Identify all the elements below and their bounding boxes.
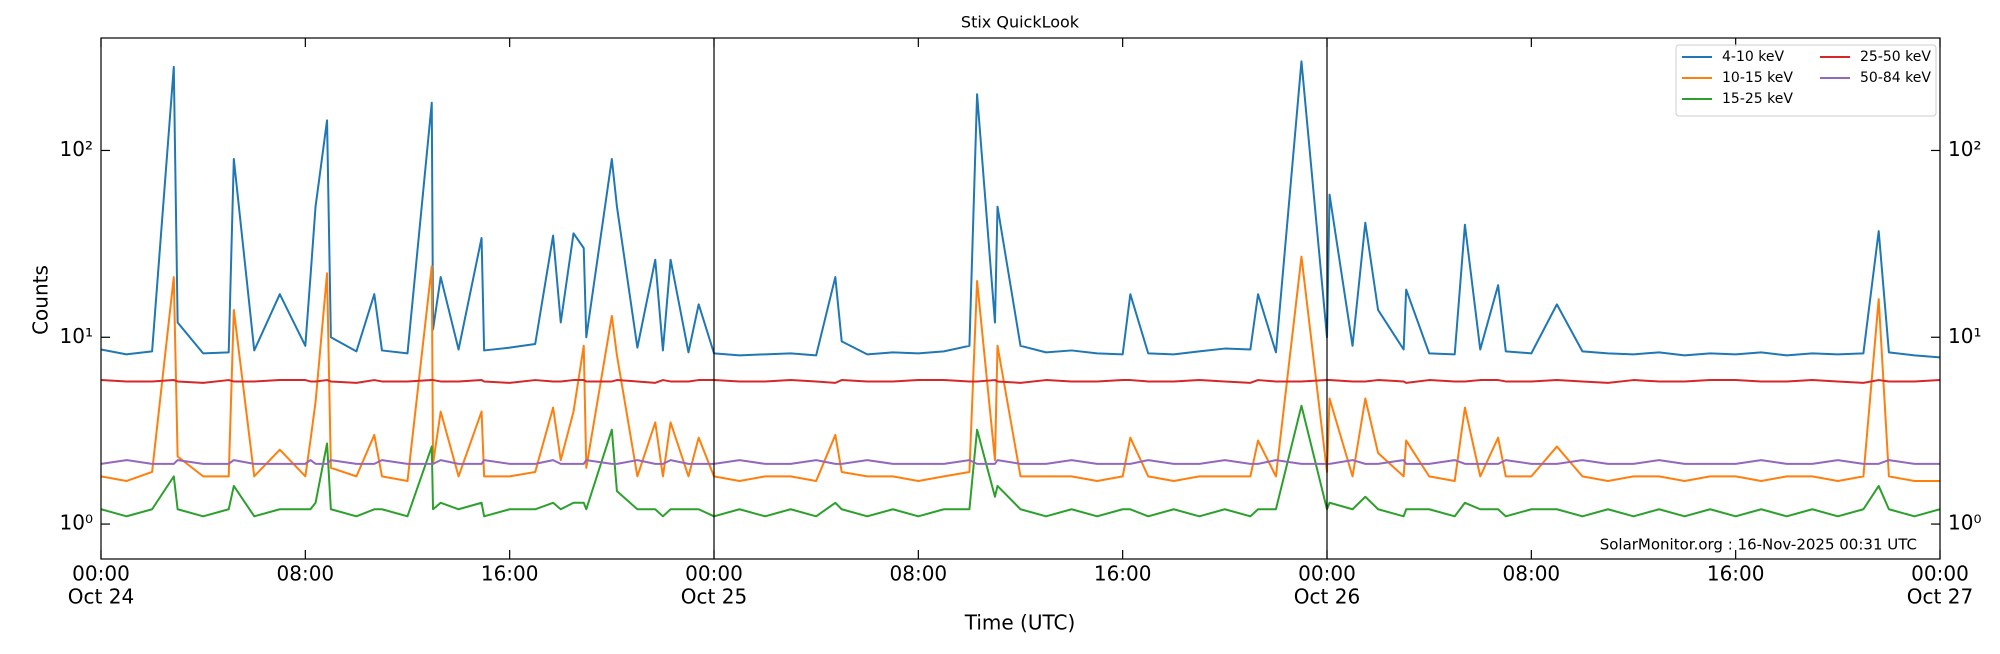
chart-title: Stix QuickLook bbox=[961, 13, 1080, 32]
plot-lines bbox=[101, 60, 1940, 518]
x-tick-label: 00:00 bbox=[1911, 562, 1969, 586]
x-tick-label: 08:00 bbox=[890, 562, 948, 586]
x-tick-label: 08:00 bbox=[1503, 562, 1561, 586]
y-tick-label: 10¹ bbox=[60, 324, 93, 348]
x-tick-label: 16:00 bbox=[481, 562, 539, 586]
y-tick-label: 10² bbox=[1948, 137, 1981, 161]
x-tick-label: 00:00 bbox=[685, 562, 743, 586]
x-tick-label: 00:00 bbox=[1298, 562, 1356, 586]
x-tick-label: 16:00 bbox=[1094, 562, 1152, 586]
x-tick-label: 08:00 bbox=[277, 562, 335, 586]
plot-frame bbox=[100, 37, 1941, 560]
series-line bbox=[101, 459, 1940, 465]
x-tick-label: Oct 27 bbox=[1907, 585, 1973, 609]
y-tick-label: 10⁰ bbox=[60, 511, 93, 535]
x-tick-label: Oct 25 bbox=[681, 585, 747, 609]
legend-label: 50-84 keV bbox=[1860, 70, 1931, 86]
legend-label: 4-10 keV bbox=[1722, 49, 1784, 65]
x-tick-label: 16:00 bbox=[1707, 562, 1765, 586]
x-tick-label: Oct 24 bbox=[68, 585, 134, 609]
series-line bbox=[101, 255, 1940, 483]
series-line bbox=[101, 404, 1940, 518]
y-tick-label: 10¹ bbox=[1948, 324, 1981, 348]
series-line bbox=[101, 379, 1940, 384]
x-tick-label: Oct 26 bbox=[1294, 585, 1360, 609]
legend-label: 10-15 keV bbox=[1722, 70, 1793, 86]
legend-label: 25-50 keV bbox=[1860, 49, 1931, 65]
series-line bbox=[101, 60, 1940, 359]
x-tick-label: 00:00 bbox=[72, 562, 130, 586]
y-axis-label: Counts bbox=[29, 265, 53, 335]
x-axis-label: Time (UTC) bbox=[964, 611, 1076, 635]
legend-box bbox=[1675, 44, 1937, 117]
annotation: SolarMonitor.org : 16-Nov-2025 00:31 UTC bbox=[1600, 536, 1917, 554]
legend-label: 15-25 keV bbox=[1722, 91, 1793, 107]
y-tick-label: 10² bbox=[60, 137, 93, 161]
y-tick-label: 10⁰ bbox=[1948, 511, 1981, 535]
